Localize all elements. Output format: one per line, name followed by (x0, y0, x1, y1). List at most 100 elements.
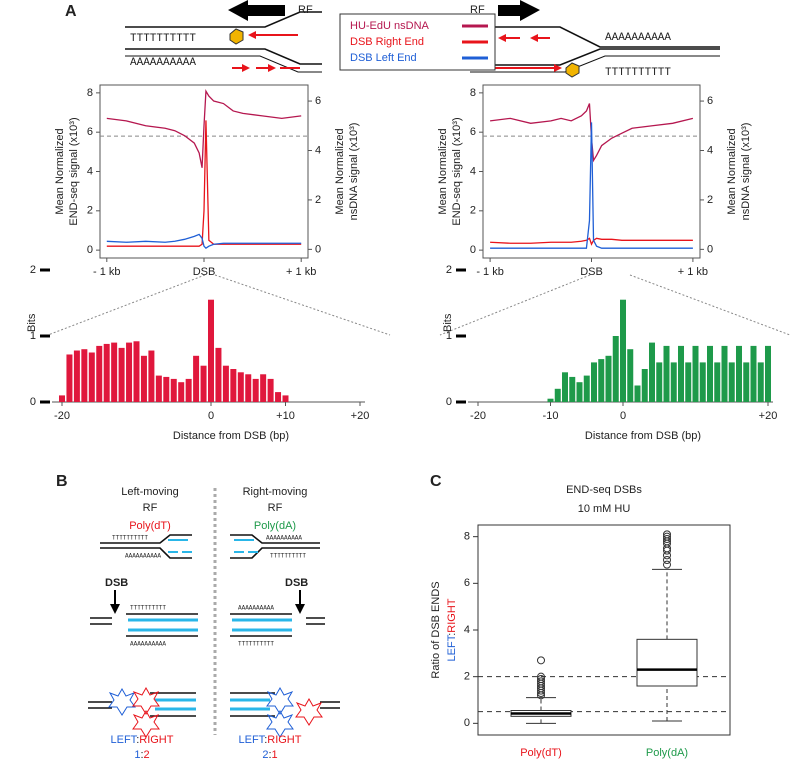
bar (605, 355, 612, 402)
bar (721, 345, 728, 402)
axis-title-line: nsDNA signal (x10³) (348, 123, 360, 221)
bar (59, 395, 65, 402)
strand-seq: TTTTTTTTTT (112, 535, 148, 542)
y-tick-label: 8 (470, 87, 476, 99)
y-tick-label: 0 (446, 396, 452, 408)
y-tick-label: 0 (87, 244, 93, 256)
rf-label: RF (298, 4, 313, 16)
ratio-label: LEFT:RIGHT (239, 734, 302, 746)
panel-label: A (65, 3, 77, 20)
chart-title: END-seq DSBs (566, 484, 642, 496)
plot-frame (482, 84, 701, 259)
bar (222, 365, 229, 402)
y2-tick-label: 2 (707, 194, 713, 206)
x-tick-label: -10 (543, 410, 559, 422)
panel-b-diagram: Left-moving RF Poly(dT) Right-moving RF … (88, 486, 340, 761)
bar (656, 362, 663, 402)
axis-title-line: Mean Normalized (334, 128, 346, 214)
y-tick-label: 8 (464, 531, 470, 543)
x-tick-label: - 1 kb (476, 266, 504, 278)
legend-label: HU-EdU nsDNA (350, 20, 430, 32)
bar (208, 299, 214, 402)
bar (260, 374, 267, 402)
bar (81, 349, 88, 402)
bar (163, 376, 170, 402)
bar (612, 336, 619, 402)
x-tick-label: - 1 kb (93, 266, 121, 278)
outlier (663, 530, 671, 539)
y-tick-label: 6 (87, 126, 93, 138)
axis-title-part: LEFT (446, 634, 458, 661)
y-tick-label: 0 (464, 717, 470, 729)
y-tick-label: 6 (470, 126, 476, 138)
bar (641, 369, 648, 402)
bar (750, 345, 757, 402)
poly-label: Poly(dA) (254, 520, 296, 532)
strand-seq: TTTTTTTTTT (130, 33, 196, 45)
strand-seq: TTTTTTTTTT (238, 641, 274, 648)
outlier (537, 672, 545, 681)
axis-title-line: Mean Normalized (726, 128, 738, 214)
bar (111, 342, 118, 402)
y-tick-label: 4 (470, 165, 476, 177)
bar (692, 345, 699, 402)
x-tick-label: Poly(dA) (646, 747, 688, 759)
plot-frame (99, 84, 309, 259)
bar (685, 362, 692, 402)
bar (230, 369, 237, 402)
y-tick-label: 2 (87, 205, 93, 217)
bar (133, 341, 140, 402)
axis-title: Ratio of DSB ENDS (430, 581, 442, 678)
axis-title: Distance from DSB (bp) (173, 430, 289, 442)
y-tick-label: 1 (30, 330, 36, 342)
series-line (106, 120, 302, 247)
dsb-label: DSB (105, 577, 128, 589)
y-tick-label: 4 (464, 624, 470, 636)
axis-title-part: RIGHT (446, 598, 458, 633)
y2-tick-label: 6 (315, 95, 321, 107)
bar (576, 382, 583, 402)
bar (663, 345, 670, 402)
bar (178, 382, 185, 402)
heading: Right-moving (243, 486, 308, 498)
rf-label: RF (470, 4, 485, 16)
bar (148, 350, 155, 402)
series-line (490, 237, 693, 246)
bar (73, 350, 80, 402)
heading: RF (268, 502, 283, 514)
x-tick-label: +20 (351, 410, 370, 422)
x-tick-label: DSB (193, 266, 216, 278)
bar (245, 374, 252, 402)
ratio-part: LEFT (111, 734, 138, 746)
y2-tick-label: 4 (707, 144, 713, 156)
bar (185, 378, 192, 402)
axis-title: Distance from DSB (bp) (585, 430, 701, 442)
bar (736, 345, 742, 402)
ratio-value: 1:2 (134, 749, 149, 761)
ratio-part: : (268, 749, 271, 761)
strand-seq: TTTTTTTTTT (130, 605, 166, 612)
bar (547, 398, 554, 402)
bar (569, 376, 576, 402)
bar (743, 362, 750, 402)
strand-seq: AAAAAAAAAA (238, 605, 274, 612)
y-tick-label: 2 (30, 264, 36, 276)
ratio-part: LEFT (239, 734, 266, 746)
bar (252, 378, 259, 402)
y2-tick-label: 2 (315, 194, 321, 206)
y-tick-label: 2 (446, 264, 452, 276)
ratio-value: 2:1 (262, 749, 277, 761)
bar (554, 388, 561, 402)
bar (591, 362, 597, 402)
x-tick-label: DSB (580, 266, 603, 278)
y-tick-label: 0 (470, 244, 476, 256)
bar (66, 354, 73, 402)
y2-tick-label: 6 (707, 95, 713, 107)
ratio-part: 2 (262, 749, 268, 761)
x-tick-label: Poly(dT) (520, 747, 562, 759)
series-line (106, 89, 302, 168)
chart-subtitle: 10 mM HU (578, 503, 631, 515)
bar (699, 362, 706, 402)
outlier (537, 656, 545, 665)
